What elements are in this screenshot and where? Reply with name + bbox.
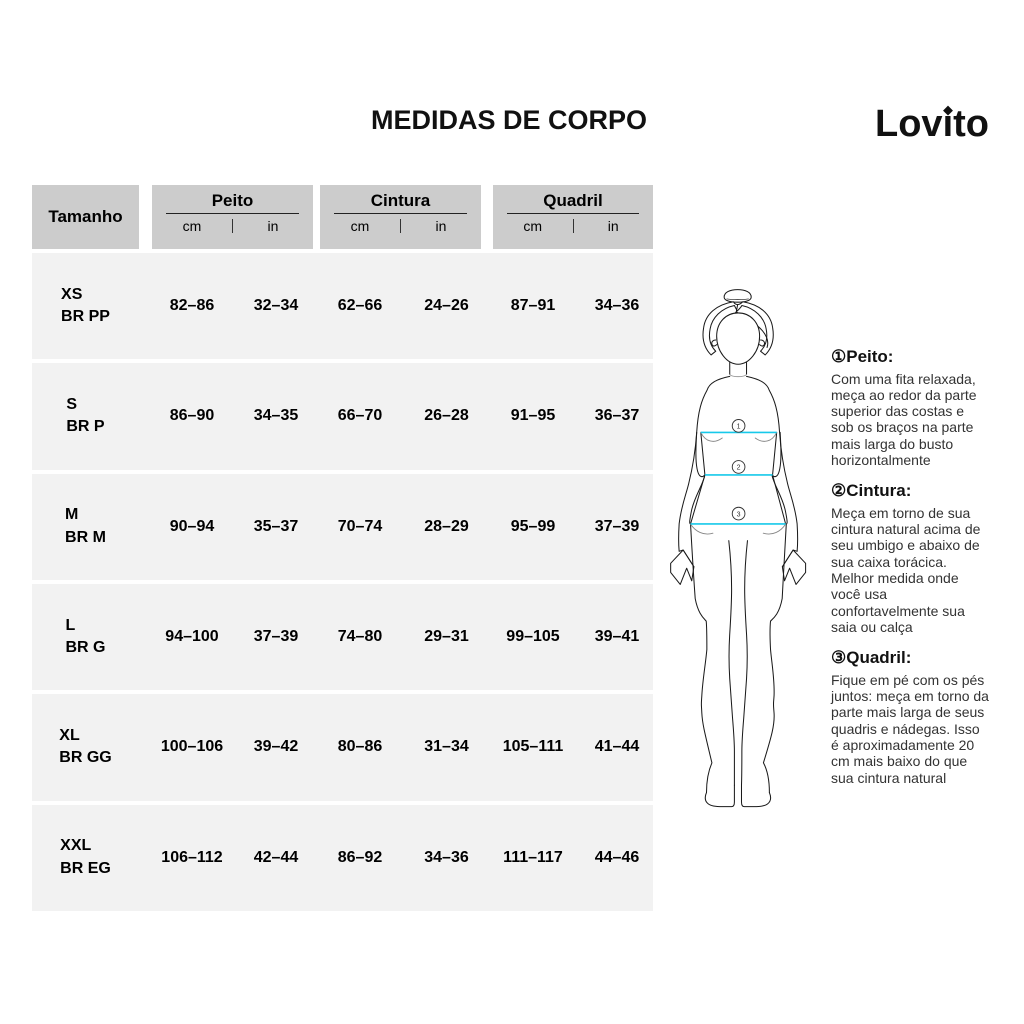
svg-text:2: 2	[737, 465, 741, 472]
svg-text:3: 3	[737, 511, 741, 518]
svg-text:1: 1	[737, 424, 741, 431]
